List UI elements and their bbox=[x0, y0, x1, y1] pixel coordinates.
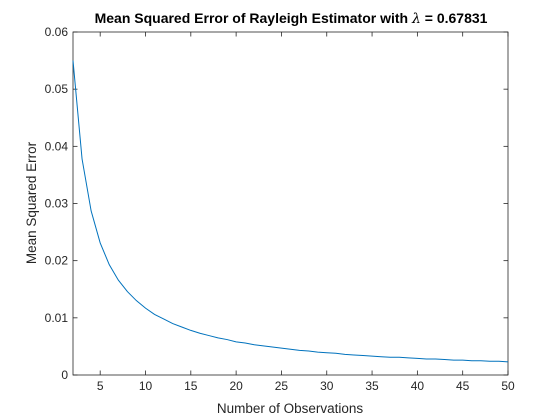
chart-title-prefix: Mean Squared Error of Rayleigh Estimator… bbox=[95, 10, 412, 26]
chart-title-suffix: = 0.67831 bbox=[421, 10, 488, 26]
x-tick-label: 35 bbox=[365, 379, 379, 393]
x-axis-ticks: 5 10 15 20 25 30 35 40 45 50 bbox=[97, 32, 515, 393]
x-tick-label: 25 bbox=[275, 379, 289, 393]
x-tick-label: 50 bbox=[501, 379, 515, 393]
x-tick-label: 30 bbox=[320, 379, 334, 393]
x-tick-label: 20 bbox=[229, 379, 243, 393]
chart-title: Mean Squared Error of Rayleigh Estimator… bbox=[95, 10, 488, 27]
y-tick-label: 0.01 bbox=[45, 311, 69, 325]
x-tick-label: 45 bbox=[456, 379, 470, 393]
series-line-mse bbox=[72, 60, 509, 363]
y-tick-label: 0.06 bbox=[45, 25, 69, 39]
y-tick-label: 0.02 bbox=[45, 254, 69, 268]
plot-area bbox=[72, 31, 509, 376]
y-tick-label: 0.05 bbox=[45, 82, 69, 96]
chart-title-symbol: λ bbox=[411, 11, 421, 27]
x-tick-label: 10 bbox=[139, 379, 153, 393]
y-tick-label: 0 bbox=[61, 368, 68, 382]
y-axis-ticks: 0 0.01 0.02 0.03 0.04 0.05 0.06 bbox=[45, 25, 508, 382]
x-tick-label: 15 bbox=[184, 379, 198, 393]
y-axis-label: Mean Squared Error bbox=[24, 141, 39, 264]
y-tick-label: 0.04 bbox=[45, 139, 69, 153]
x-tick-label: 40 bbox=[411, 379, 425, 393]
x-axis-label: Number of Observations bbox=[217, 401, 364, 416]
x-tick-label: 5 bbox=[97, 379, 104, 393]
y-tick-label: 0.03 bbox=[45, 197, 69, 211]
